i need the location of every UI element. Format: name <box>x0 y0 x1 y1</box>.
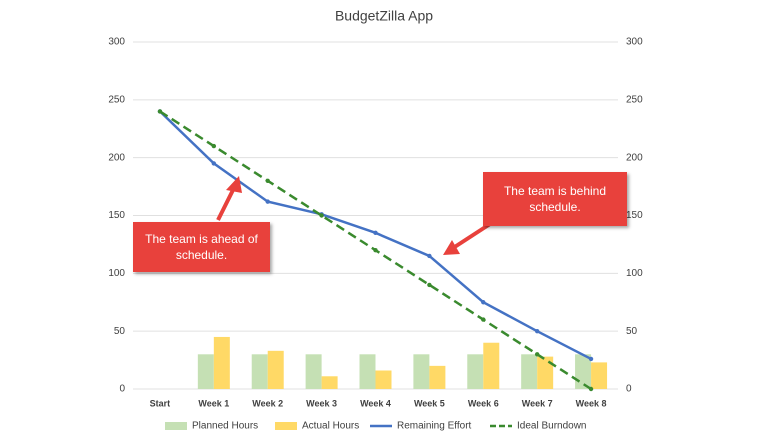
x-tick-label: Week 8 <box>576 398 607 408</box>
x-tick-label: Week 5 <box>414 398 445 408</box>
y2-tick-label: 150 <box>626 210 643 221</box>
x-tick-label: Week 4 <box>360 398 391 408</box>
bar <box>321 376 338 389</box>
bar <box>213 336 230 389</box>
bar <box>251 354 268 389</box>
line-marker <box>588 356 594 362</box>
bar <box>429 365 446 389</box>
line-marker <box>211 143 217 149</box>
bar <box>537 356 554 389</box>
bar <box>483 342 500 389</box>
line-marker <box>534 352 540 357</box>
y2-tick-label: 100 <box>626 268 643 279</box>
bar <box>413 354 430 389</box>
line-marker <box>373 230 378 236</box>
legend-label: Ideal Burndown <box>517 421 587 432</box>
y2-tick-label: 250 <box>626 94 643 105</box>
x-tick-label: Week 2 <box>252 398 283 408</box>
y2-tick-label: 200 <box>626 152 643 163</box>
line-marker <box>427 282 432 288</box>
x-tick-label: Start <box>150 398 171 408</box>
bar <box>575 354 592 389</box>
callout-arrow <box>448 222 492 252</box>
bar <box>375 370 392 389</box>
line-marker <box>265 178 270 183</box>
y-tick-label: 0 <box>119 384 125 395</box>
callout: The team is ahead of schedule. <box>133 222 270 272</box>
bar <box>467 354 484 389</box>
line-marker <box>481 317 486 322</box>
legend-swatch <box>165 422 187 430</box>
bar <box>359 354 376 389</box>
line-marker <box>588 386 594 392</box>
y-tick-label: 150 <box>108 210 125 221</box>
bar <box>197 354 214 389</box>
x-tick-label: Week 6 <box>468 398 499 408</box>
bar <box>267 350 284 389</box>
y-tick-label: 300 <box>108 37 125 48</box>
chart-title: BudgetZilla App <box>335 8 433 24</box>
y-tick-label: 100 <box>108 268 125 279</box>
line-marker <box>427 253 432 259</box>
legend-swatch <box>275 422 297 430</box>
callout-arrowhead <box>226 176 242 193</box>
line-marker <box>265 199 270 204</box>
bar <box>305 354 322 389</box>
y2-tick-label: 300 <box>626 37 643 48</box>
legend-label: Remaining Effort <box>397 421 472 432</box>
line-marker <box>211 161 217 166</box>
y-tick-label: 250 <box>108 94 125 105</box>
line-marker <box>319 213 324 218</box>
y-tick-label: 50 <box>114 326 126 337</box>
y2-tick-label: 0 <box>626 384 632 395</box>
x-tick-label: Week 3 <box>306 398 337 408</box>
x-tick-label: Week 1 <box>198 398 229 408</box>
x-tick-label: Week 7 <box>522 398 553 408</box>
y-tick-label: 200 <box>108 152 125 163</box>
callout-arrowhead <box>443 240 460 255</box>
callout: The team is behind schedule. <box>483 172 627 226</box>
line-marker <box>157 109 163 114</box>
legend-label: Actual Hours <box>302 421 359 432</box>
legend-label: Planned Hours <box>192 421 258 432</box>
line-marker <box>534 328 540 334</box>
line-marker <box>481 300 486 305</box>
bar <box>591 362 608 389</box>
bar <box>521 354 538 389</box>
y2-tick-label: 50 <box>626 326 638 337</box>
line-marker <box>373 248 378 253</box>
